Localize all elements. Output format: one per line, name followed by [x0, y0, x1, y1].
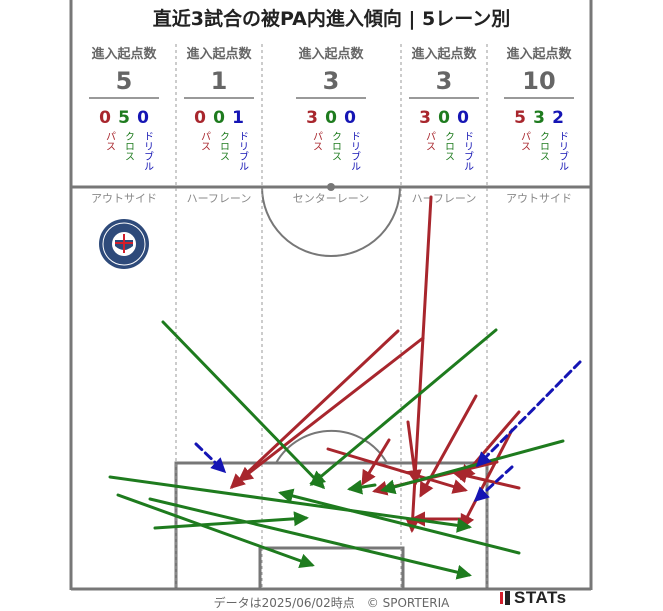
team-crest-icon: [99, 219, 149, 269]
lane-cross-label: クロス: [218, 131, 229, 161]
lane-total: 3: [323, 67, 340, 95]
lane-total: 10: [522, 67, 555, 95]
pass-arrow-11: [452, 468, 521, 490]
cross-arrow-2: [309, 328, 498, 486]
lane-dribble-count: 0: [344, 108, 356, 128]
lane-cross-count: 5: [118, 108, 130, 128]
lane-total: 3: [436, 67, 453, 95]
lane-pass-count: 0: [99, 108, 111, 128]
pass-arrow-8: [460, 428, 514, 530]
lane-pass-label: パス: [424, 131, 436, 151]
cross-arrow-7: [278, 488, 521, 555]
cross-arrow-1: [161, 320, 326, 490]
lane-name: アウトサイド: [506, 192, 572, 205]
brand-text: STATs: [514, 588, 567, 607]
lane-pass-label: パス: [199, 131, 211, 151]
lane-dividers: [175, 44, 488, 590]
lane-headers: 進入起点数50パス5クロス0ドリブルアウトサイド進入起点数10パス0クロス1ドリ…: [89, 46, 574, 205]
lane-cross-count: 0: [213, 108, 225, 128]
center-spot: [327, 183, 335, 191]
lane-header-label: 進入起点数: [298, 46, 364, 62]
dribble-arrow-3: [473, 465, 514, 503]
lane-pass-label: パス: [104, 131, 116, 151]
cross-arrow-9: [347, 479, 377, 495]
lane-pass-count: 3: [306, 108, 318, 128]
lane-dribble-label: ドリブル: [462, 131, 474, 171]
lane-header-label: 進入起点数: [411, 46, 477, 62]
pass-arrow-7: [419, 394, 478, 498]
lane-name: センターレーン: [293, 192, 369, 205]
chart-title: 直近3試合の被PA内進入傾向 | 5レーン別: [152, 8, 511, 30]
lane-cross-label: クロス: [443, 131, 454, 161]
center-circle: [261, 186, 401, 257]
lane-cross-count: 3: [533, 108, 545, 128]
brand-mark-icon: [500, 592, 503, 604]
lane-cross-label: クロス: [330, 131, 341, 161]
lane-dribble-count: 2: [552, 108, 564, 128]
lane-total: 5: [116, 67, 133, 95]
pass-arrow-5: [361, 438, 391, 486]
lane-pass-count: 3: [419, 108, 431, 128]
brand-logo: STATs: [500, 588, 567, 608]
cross-arrow-4: [116, 493, 315, 568]
lane-cross-count: 0: [438, 108, 450, 128]
cross-arrow-5: [148, 497, 472, 580]
lane-name: ハーフレーン: [187, 192, 252, 205]
arrow-layer: [108, 195, 582, 580]
cross-arrow-8: [380, 439, 565, 495]
lane-header-label: 進入起点数: [186, 46, 252, 62]
footer-credit: データは2025/06/02時点 © SPORTERIA: [213, 596, 450, 610]
dribble-arrow-2: [475, 360, 582, 468]
pass-arrow-3: [237, 336, 425, 482]
lane-header-label: 進入起点数: [91, 46, 157, 62]
lane-dribble-label: ドリブル: [349, 131, 361, 171]
lane-pass-count: 0: [194, 108, 206, 128]
lane-cross-label: クロス: [123, 131, 134, 161]
lane-cross-label: クロス: [538, 131, 549, 161]
pass-arrow-2: [229, 329, 400, 490]
pass-arrow-4: [406, 420, 422, 485]
dribble-arrow-1: [194, 442, 227, 474]
lane-header-label: 進入起点数: [506, 46, 572, 62]
lane-dribble-count: 0: [137, 108, 149, 128]
brand-mark-bar-icon: [505, 591, 510, 605]
lane-pass-label: パス: [519, 131, 531, 151]
lane-dribble-label: ドリブル: [237, 131, 249, 171]
lane-total: 1: [211, 67, 228, 95]
lane-dribble-label: ドリブル: [142, 131, 154, 171]
lane-dribble-count: 1: [232, 108, 244, 128]
lane-name: ハーフレーン: [412, 192, 477, 205]
lane-cross-count: 0: [325, 108, 337, 128]
lane-pass-label: パス: [311, 131, 323, 151]
lane-pass-count: 5: [514, 108, 526, 128]
goal-area: [258, 546, 405, 591]
pass-arrow-6: [326, 447, 468, 494]
lane-name: アウトサイド: [91, 192, 157, 205]
cross-arrow-6: [153, 511, 309, 530]
lane-dribble-count: 0: [457, 108, 469, 128]
lane-dribble-label: ドリブル: [557, 131, 569, 171]
